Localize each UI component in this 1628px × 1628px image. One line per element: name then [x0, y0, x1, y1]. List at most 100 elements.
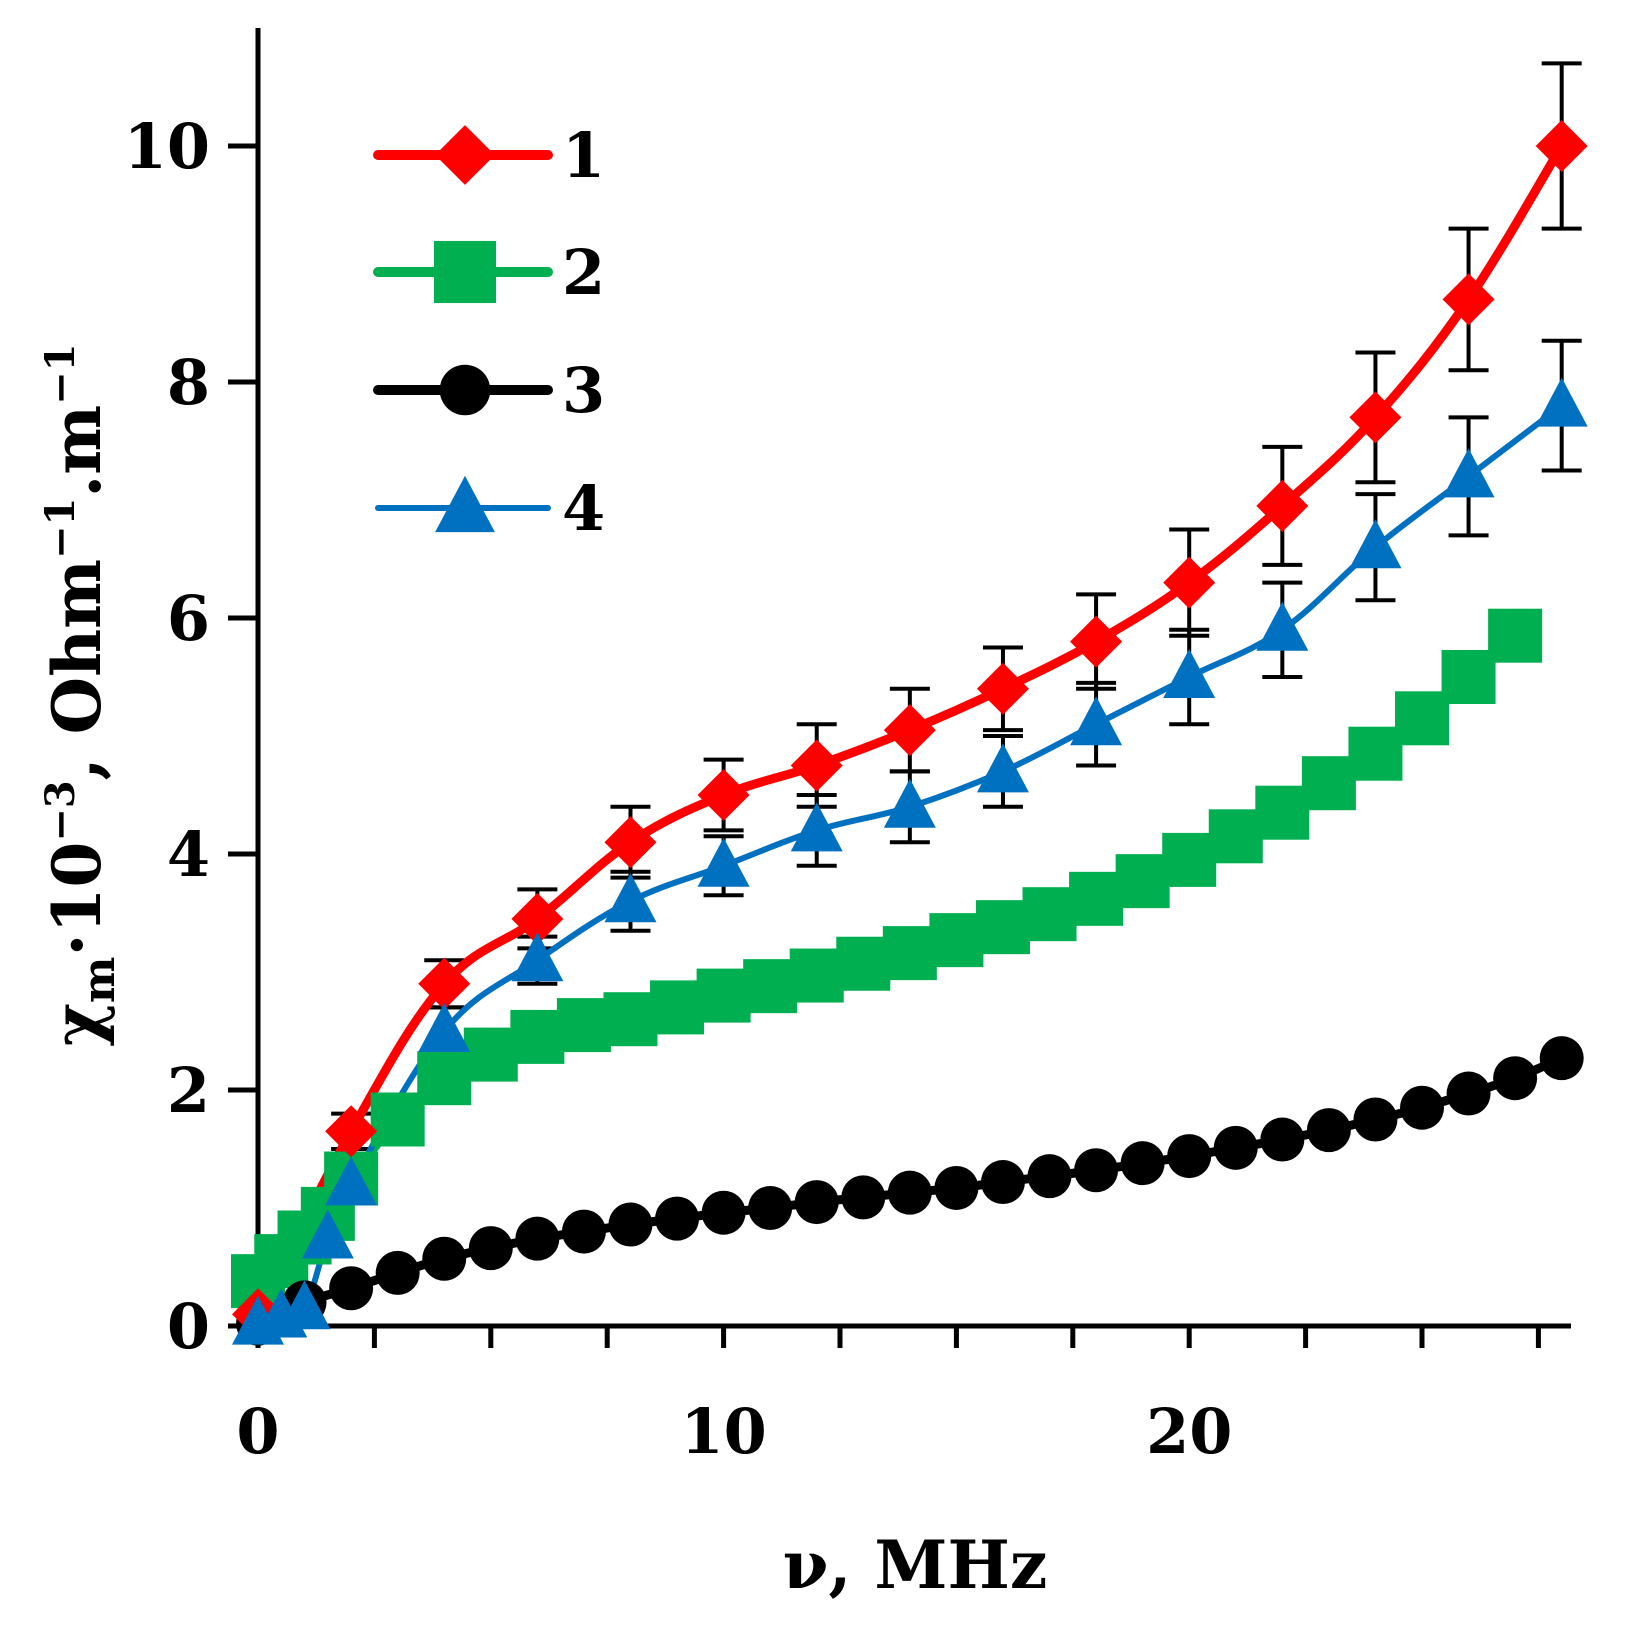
legend-item-2: 2 — [373, 236, 605, 309]
y-title-unit2: .m — [38, 405, 116, 498]
series-2-point — [463, 1027, 518, 1082]
series-3-point — [748, 1186, 793, 1230]
series-4-point — [1256, 601, 1309, 651]
axes — [228, 28, 1571, 1329]
series-3-point — [1446, 1071, 1491, 1116]
legend-marker — [433, 240, 497, 304]
series-3-point — [1120, 1141, 1165, 1186]
series-3-point — [329, 1266, 374, 1311]
series-3-point — [1260, 1117, 1305, 1162]
y-tick-label: 8 — [167, 346, 210, 419]
y-title-exp2: −1 — [37, 498, 84, 559]
series-2-point — [789, 948, 844, 1003]
series-1-point — [1535, 120, 1588, 172]
series-2-point — [1162, 832, 1217, 887]
series-2-point — [1395, 691, 1450, 746]
x-tick-label: 0 — [236, 1395, 279, 1468]
series-3-markers — [236, 1036, 1584, 1346]
series-2-point — [1115, 854, 1170, 909]
series-2-point — [510, 1009, 565, 1064]
series-2-point — [975, 900, 1030, 955]
series-2-point — [1022, 887, 1077, 942]
y-tick-label: 10 — [124, 110, 210, 183]
series-3-point — [1027, 1154, 1072, 1199]
series-markers — [231, 120, 1588, 1346]
y-title-symbol: χ — [38, 1003, 116, 1046]
series-4-point — [1070, 696, 1123, 746]
series-3-point — [608, 1202, 653, 1247]
series-2-point — [1348, 726, 1403, 781]
series-3-point — [1306, 1108, 1351, 1153]
series-3-point — [1539, 1036, 1584, 1081]
series-2-point — [836, 936, 891, 991]
series-1-point — [604, 816, 657, 869]
x-tick-label: 10 — [680, 1395, 766, 1468]
tick-labels: 0 2 4 6 8 10 0 10 20 — [124, 110, 1233, 1468]
legend-label: 3 — [562, 354, 605, 427]
series-3-point — [422, 1236, 467, 1281]
series-4-point — [325, 1156, 378, 1206]
legend-item-4: 4 — [375, 472, 605, 545]
y-tick-label: 0 — [167, 1290, 210, 1363]
series-2-point — [882, 926, 937, 981]
legend-label: 2 — [562, 236, 605, 309]
series-3-point — [655, 1196, 700, 1241]
series-1-point — [1070, 615, 1123, 668]
series-2-point — [417, 1051, 472, 1106]
y-tick-label: 4 — [167, 818, 210, 891]
error-bars — [331, 61, 1582, 1151]
series-2-point — [743, 959, 798, 1014]
series-1-point — [1256, 479, 1309, 532]
series-3-point — [515, 1216, 560, 1261]
series-4-point — [418, 1003, 471, 1052]
series-4-point — [1163, 649, 1216, 698]
legend-marker — [439, 364, 491, 416]
series-3-point — [841, 1175, 886, 1220]
legend-marker — [435, 475, 495, 533]
y-tick-label: 6 — [167, 582, 210, 655]
series-4-point — [976, 743, 1029, 793]
series-3-point — [794, 1180, 839, 1225]
y-title-mid: ·10 — [38, 842, 116, 957]
legend: 1 2 3 4 — [373, 119, 605, 545]
series-2-point — [603, 992, 658, 1047]
series-4-point — [1349, 519, 1402, 569]
legend-item-1: 1 — [373, 119, 605, 192]
series-2-point — [1069, 871, 1124, 926]
legend-label: 4 — [562, 472, 605, 545]
series-1-point — [1163, 556, 1216, 609]
series-2-point — [1488, 608, 1543, 663]
series-3-point — [701, 1190, 746, 1235]
series-1-point — [790, 739, 843, 792]
series-3-point — [887, 1170, 932, 1215]
series-3-point — [1400, 1085, 1445, 1130]
y-title-exp3: −1 — [37, 344, 84, 405]
series-1-point — [1349, 391, 1402, 444]
series-2-point — [370, 1092, 425, 1147]
series-4-point — [604, 873, 657, 923]
series-4-point — [1442, 448, 1495, 498]
series-3-point — [980, 1160, 1025, 1205]
series-4-point — [301, 1209, 354, 1259]
series-1-point — [511, 892, 564, 945]
series-4-point — [697, 837, 750, 887]
y-axis-title: χm·10−3, Ohm−1.m−1 — [37, 344, 125, 1047]
series-1-point — [325, 1105, 378, 1158]
series-3-point — [934, 1165, 979, 1210]
series-3-point — [1353, 1097, 1398, 1142]
series-2-point — [1301, 756, 1356, 811]
legend-item-3: 3 — [373, 354, 605, 427]
series-2-point — [1208, 809, 1263, 864]
y-tick-label: 2 — [167, 1054, 210, 1127]
legend-label: 1 — [562, 119, 605, 192]
x-tick-label: 20 — [1146, 1395, 1232, 1468]
series-2-point — [556, 998, 611, 1053]
series-2-point — [650, 980, 705, 1035]
series-2-point — [1441, 650, 1496, 704]
series-1-markers — [232, 120, 1588, 1341]
series-3-point — [1493, 1056, 1538, 1101]
series-3-point — [561, 1209, 606, 1254]
y-title-subscript: m — [74, 957, 125, 1004]
series-3-point — [375, 1250, 420, 1295]
